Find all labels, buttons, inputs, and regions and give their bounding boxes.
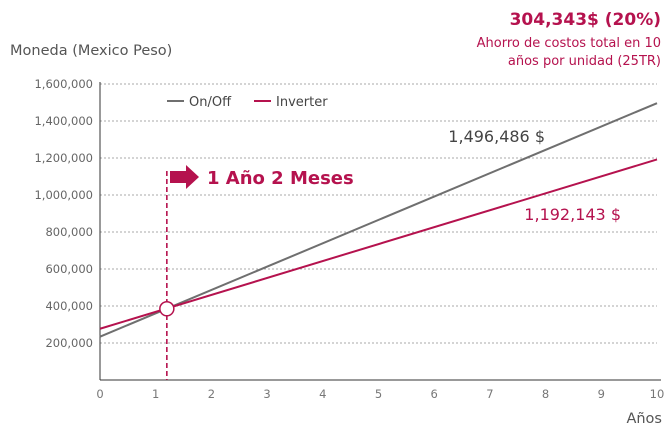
series-line-onoff — [99, 102, 658, 338]
series-lines — [99, 102, 658, 338]
savings-subline-1: Ahorro de costos total en 10 — [477, 36, 661, 51]
legend: On/Off Inverter — [167, 95, 328, 110]
x-tick-label: 6 — [431, 387, 438, 401]
onoff-total-label: 1,496,486 $ — [448, 127, 545, 146]
x-tick-label: 0 — [96, 387, 103, 401]
x-tick-label: 1 — [152, 387, 159, 401]
legend-label-inverter: Inverter — [276, 95, 328, 110]
grid-lines — [100, 83, 657, 344]
x-tick-label: 8 — [542, 387, 549, 401]
y-tick-label: 400,000 — [45, 299, 93, 313]
payback-label: 1 Año 2 Meses — [207, 168, 354, 189]
y-tick-label: 1,000,000 — [34, 188, 93, 202]
x-tick-label: 2 — [208, 387, 215, 401]
x-tick-label: 3 — [263, 387, 270, 401]
x-tick-label: 4 — [319, 387, 326, 401]
axes — [99, 82, 661, 381]
x-tick-label: 10 — [650, 387, 665, 401]
x-tick-label: 5 — [375, 387, 382, 401]
x-axis-label: Años — [626, 411, 662, 427]
payback-markers — [159, 171, 175, 380]
y-tick-label: 1,600,000 — [34, 77, 93, 91]
y-tick-label: 800,000 — [45, 225, 93, 239]
savings-subline-2: años por unidad (25TR) — [508, 54, 661, 69]
series-line-inverter — [99, 158, 658, 330]
tick-labels: 200,000 400,000 600,000 800,000 1,000,000 1,2… — [34, 77, 664, 401]
y-tick-label: 600,000 — [45, 262, 93, 276]
y-tick-label: 1,200,000 — [34, 151, 93, 165]
y-axis-label: Moneda (Mexico Peso) — [10, 43, 172, 59]
inverter-total-label: 1,192,143 $ — [524, 205, 621, 224]
savings-headline: 304,343$ (20%) — [510, 10, 661, 30]
breakeven-point — [159, 301, 175, 317]
x-tick-label: 9 — [598, 387, 605, 401]
legend-label-onoff: On/Off — [189, 95, 232, 110]
y-tick-label: 1,400,000 — [34, 114, 93, 128]
y-tick-label: 200,000 — [45, 336, 93, 350]
payback-arrow-icon — [170, 165, 199, 189]
payback-callout: 1 Año 2 Meses — [170, 165, 354, 189]
x-tick-label: 7 — [486, 387, 493, 401]
